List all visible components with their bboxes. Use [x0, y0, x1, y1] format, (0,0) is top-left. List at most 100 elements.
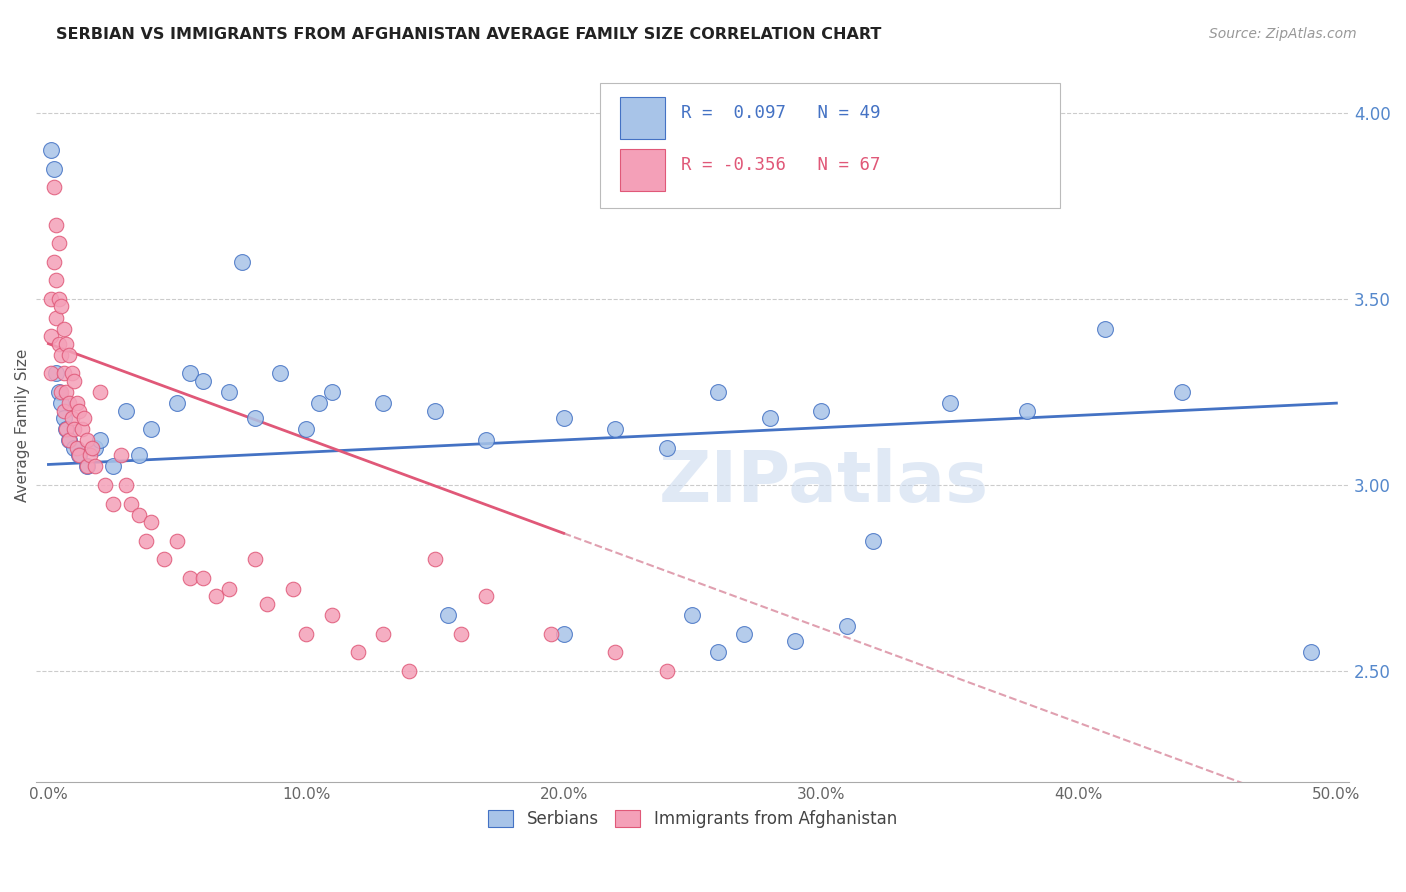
Text: R =  0.097   N = 49: R = 0.097 N = 49 — [681, 104, 880, 122]
Point — [55, 336, 77, 351]
FancyBboxPatch shape — [620, 97, 665, 139]
Y-axis label: Average Family Size: Average Family Size — [15, 349, 30, 502]
Point — [58, 434, 80, 448]
Point — [423, 403, 446, 417]
Point — [218, 384, 240, 399]
Point — [707, 645, 730, 659]
Point — [76, 459, 98, 474]
Point — [733, 626, 755, 640]
Point — [758, 411, 780, 425]
Point — [76, 459, 98, 474]
Text: ZIPatlas: ZIPatlas — [659, 448, 988, 517]
Point — [39, 367, 62, 381]
Point — [1171, 384, 1194, 399]
Point — [42, 161, 65, 176]
Point — [243, 411, 266, 425]
Point — [862, 533, 884, 548]
Point — [436, 608, 458, 623]
Point — [55, 422, 77, 436]
Point — [191, 571, 214, 585]
Point — [205, 590, 228, 604]
Text: Source: ZipAtlas.com: Source: ZipAtlas.com — [1209, 27, 1357, 41]
Point — [810, 403, 832, 417]
Point — [45, 273, 67, 287]
Point — [45, 218, 67, 232]
Point — [553, 411, 575, 425]
Point — [179, 571, 201, 585]
Point — [94, 478, 117, 492]
Point — [67, 448, 90, 462]
Point — [89, 384, 111, 399]
Point — [58, 348, 80, 362]
Point — [373, 396, 395, 410]
Point — [45, 367, 67, 381]
Legend: Serbians, Immigrants from Afghanistan: Serbians, Immigrants from Afghanistan — [481, 803, 904, 835]
Point — [48, 292, 70, 306]
Point — [45, 310, 67, 325]
Point — [73, 411, 96, 425]
Point — [321, 608, 343, 623]
Point — [256, 597, 278, 611]
Point — [70, 422, 93, 436]
FancyBboxPatch shape — [600, 83, 1060, 208]
Point — [939, 396, 962, 410]
Point — [51, 348, 73, 362]
Point — [51, 384, 73, 399]
Point — [52, 367, 75, 381]
Point — [114, 478, 136, 492]
Point — [1299, 645, 1322, 659]
Point — [51, 396, 73, 410]
Point — [48, 384, 70, 399]
Point — [218, 582, 240, 596]
Point — [346, 645, 368, 659]
Point — [655, 441, 678, 455]
Point — [55, 384, 77, 399]
Point — [281, 582, 304, 596]
FancyBboxPatch shape — [620, 149, 665, 191]
Point — [553, 626, 575, 640]
Point — [63, 422, 86, 436]
Point — [243, 552, 266, 566]
Point — [179, 367, 201, 381]
Point — [42, 255, 65, 269]
Point — [295, 626, 318, 640]
Point — [83, 441, 105, 455]
Point — [191, 374, 214, 388]
Point — [1094, 322, 1116, 336]
Text: R = -0.356   N = 67: R = -0.356 N = 67 — [681, 156, 880, 174]
Point — [39, 292, 62, 306]
Point — [60, 367, 83, 381]
Point — [475, 434, 498, 448]
Point — [231, 255, 253, 269]
Point — [48, 236, 70, 251]
Point — [42, 180, 65, 194]
Point — [55, 422, 77, 436]
Point — [58, 396, 80, 410]
Point — [83, 459, 105, 474]
Point — [128, 448, 150, 462]
Point — [101, 496, 124, 510]
Point — [63, 441, 86, 455]
Point — [128, 508, 150, 522]
Point — [39, 144, 62, 158]
Point — [398, 664, 420, 678]
Point — [66, 396, 89, 410]
Point — [76, 434, 98, 448]
Point — [295, 422, 318, 436]
Point — [321, 384, 343, 399]
Point — [269, 367, 291, 381]
Point — [450, 626, 472, 640]
Point — [141, 422, 163, 436]
Point — [135, 533, 157, 548]
Point — [39, 329, 62, 343]
Point — [605, 422, 627, 436]
Point — [475, 590, 498, 604]
Point — [707, 384, 730, 399]
Point — [52, 411, 75, 425]
Point — [101, 459, 124, 474]
Point — [48, 336, 70, 351]
Point — [423, 552, 446, 566]
Point — [141, 515, 163, 529]
Point — [63, 374, 86, 388]
Point — [67, 403, 90, 417]
